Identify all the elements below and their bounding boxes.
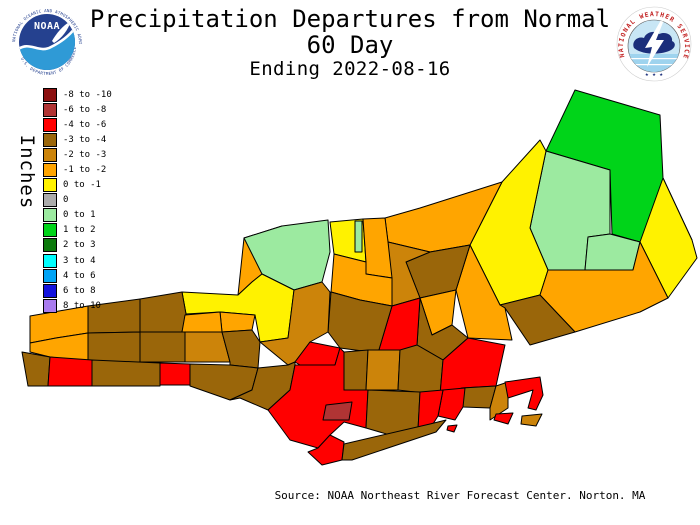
legend-item: 4 to 6 <box>43 268 112 283</box>
nws-stars: ★ ★ ★ <box>645 71 663 78</box>
legend-label: -4 to -6 <box>63 119 107 130</box>
legend-label: 0 to 1 <box>63 210 96 221</box>
legend-swatch <box>43 268 57 283</box>
legend-swatch <box>43 178 57 193</box>
legend-swatch <box>43 147 57 162</box>
legend-item: 2 to 3 <box>43 238 112 253</box>
map-region-ny-allegany <box>91 359 161 387</box>
map-region-ny-oneida <box>219 311 256 333</box>
legend-item: -2 to -3 <box>43 147 112 162</box>
map-region-marthas-vineyard <box>493 412 514 425</box>
legend-label: 6 to 8 <box>63 285 96 296</box>
legend-label: 0 <box>63 195 69 206</box>
map-region-cape-cod <box>504 376 544 411</box>
legend-rows: -8 to -10 -6 to -8 -4 to -6 -3 to -4 -2 to -… <box>43 87 112 313</box>
legend-item: 0 to 1 <box>43 208 112 223</box>
legend-item: -4 to -6 <box>43 117 112 132</box>
map-region-ny-chautauqua <box>21 351 51 387</box>
legend: -8 to -10 -6 to -8 -4 to -6 -3 to -4 -2 to -… <box>43 87 112 313</box>
map-region-ny-steuben <box>159 362 191 386</box>
map-region-nantucket <box>520 413 543 427</box>
legend-label: 1 to 2 <box>63 225 96 236</box>
map-region-block-island <box>446 424 458 433</box>
map-region-long-island <box>341 419 447 461</box>
legend-swatch <box>43 253 57 268</box>
map-region-ma-pioneer-valley <box>365 349 401 391</box>
map-region-me-penobscot <box>584 233 641 271</box>
map-region-ny-wayne <box>139 291 187 333</box>
nws-logo: NATIONAL WEATHER SERVICE ★ ★ ★ <box>616 6 692 82</box>
nws-sea-line <box>628 64 680 66</box>
legend-swatch <box>43 132 57 147</box>
map-region-me-cumberland <box>499 294 576 346</box>
legend-swatch <box>43 298 57 313</box>
legend-swatch <box>43 102 57 117</box>
legend-item: -3 to -4 <box>43 132 112 147</box>
legend-swatch <box>43 193 57 208</box>
map-region-vt-grand-isle <box>354 220 363 253</box>
map-region-ny-cayuga <box>181 311 223 333</box>
legend-label: -1 to -2 <box>63 165 107 176</box>
map-region-ny-cattaraugus <box>47 356 93 387</box>
noaa-seagull-wing-icon <box>52 21 71 43</box>
map-region-ma-berkshire <box>343 349 369 391</box>
legend-swatch <box>43 208 57 223</box>
legend-label: 2 to 3 <box>63 240 96 251</box>
page-title: Precipitation Departures from Normal <box>89 5 611 33</box>
legend-item: 6 to 8 <box>43 283 112 298</box>
legend-item: 0 to -1 <box>43 178 112 193</box>
legend-swatch <box>43 87 57 102</box>
legend-item: -8 to -10 <box>43 87 112 102</box>
noaa-seagull-icon <box>19 27 75 52</box>
legend-swatch <box>43 223 57 238</box>
title-ending-date: Ending 2022-08-16 <box>249 58 451 80</box>
legend-label: 8 to 10 <box>63 300 101 311</box>
map-region-me-downeast <box>639 177 698 299</box>
legend-swatch <box>43 163 57 178</box>
map-region-ny-finger-lakes <box>139 331 186 363</box>
legend-swatch <box>43 238 57 253</box>
legend-item: 3 to 4 <box>43 253 112 268</box>
map-region-ny-wyoming <box>87 331 141 363</box>
map-region-ny-ulster <box>322 401 353 421</box>
nws-sea-line <box>628 58 680 60</box>
legend-item: -1 to -2 <box>43 162 112 178</box>
nws-lightning-icon <box>645 20 664 67</box>
legend-swatch <box>43 283 57 298</box>
legend-swatch <box>43 117 57 132</box>
noaa-logo: NATIONAL OCEANIC AND ATMOSPHERIC ADMINIS… <box>9 4 84 79</box>
source-attribution: Source: NOAA Northeast River Forecast Ce… <box>274 489 646 502</box>
noaa-wordmark: NOAA <box>34 21 60 32</box>
legend-item: 0 <box>43 193 112 208</box>
legend-label: -6 to -8 <box>63 104 107 115</box>
legend-label: -3 to -4 <box>63 134 107 145</box>
legend-label: 3 to 4 <box>63 255 96 266</box>
map-region-ny-hudson-valley <box>267 347 369 449</box>
legend-label: 0 to -1 <box>63 180 101 191</box>
legend-item: 1 to 2 <box>43 223 112 238</box>
legend-label: -8 to -10 <box>63 89 112 100</box>
legend-item: -6 to -8 <box>43 102 112 117</box>
legend-item: 8 to 10 <box>43 298 112 313</box>
title-period: 60 Day <box>306 31 394 59</box>
legend-units-label: Inches <box>16 134 38 210</box>
legend-label: -2 to -3 <box>63 149 107 160</box>
legend-label: 4 to 6 <box>63 270 96 281</box>
